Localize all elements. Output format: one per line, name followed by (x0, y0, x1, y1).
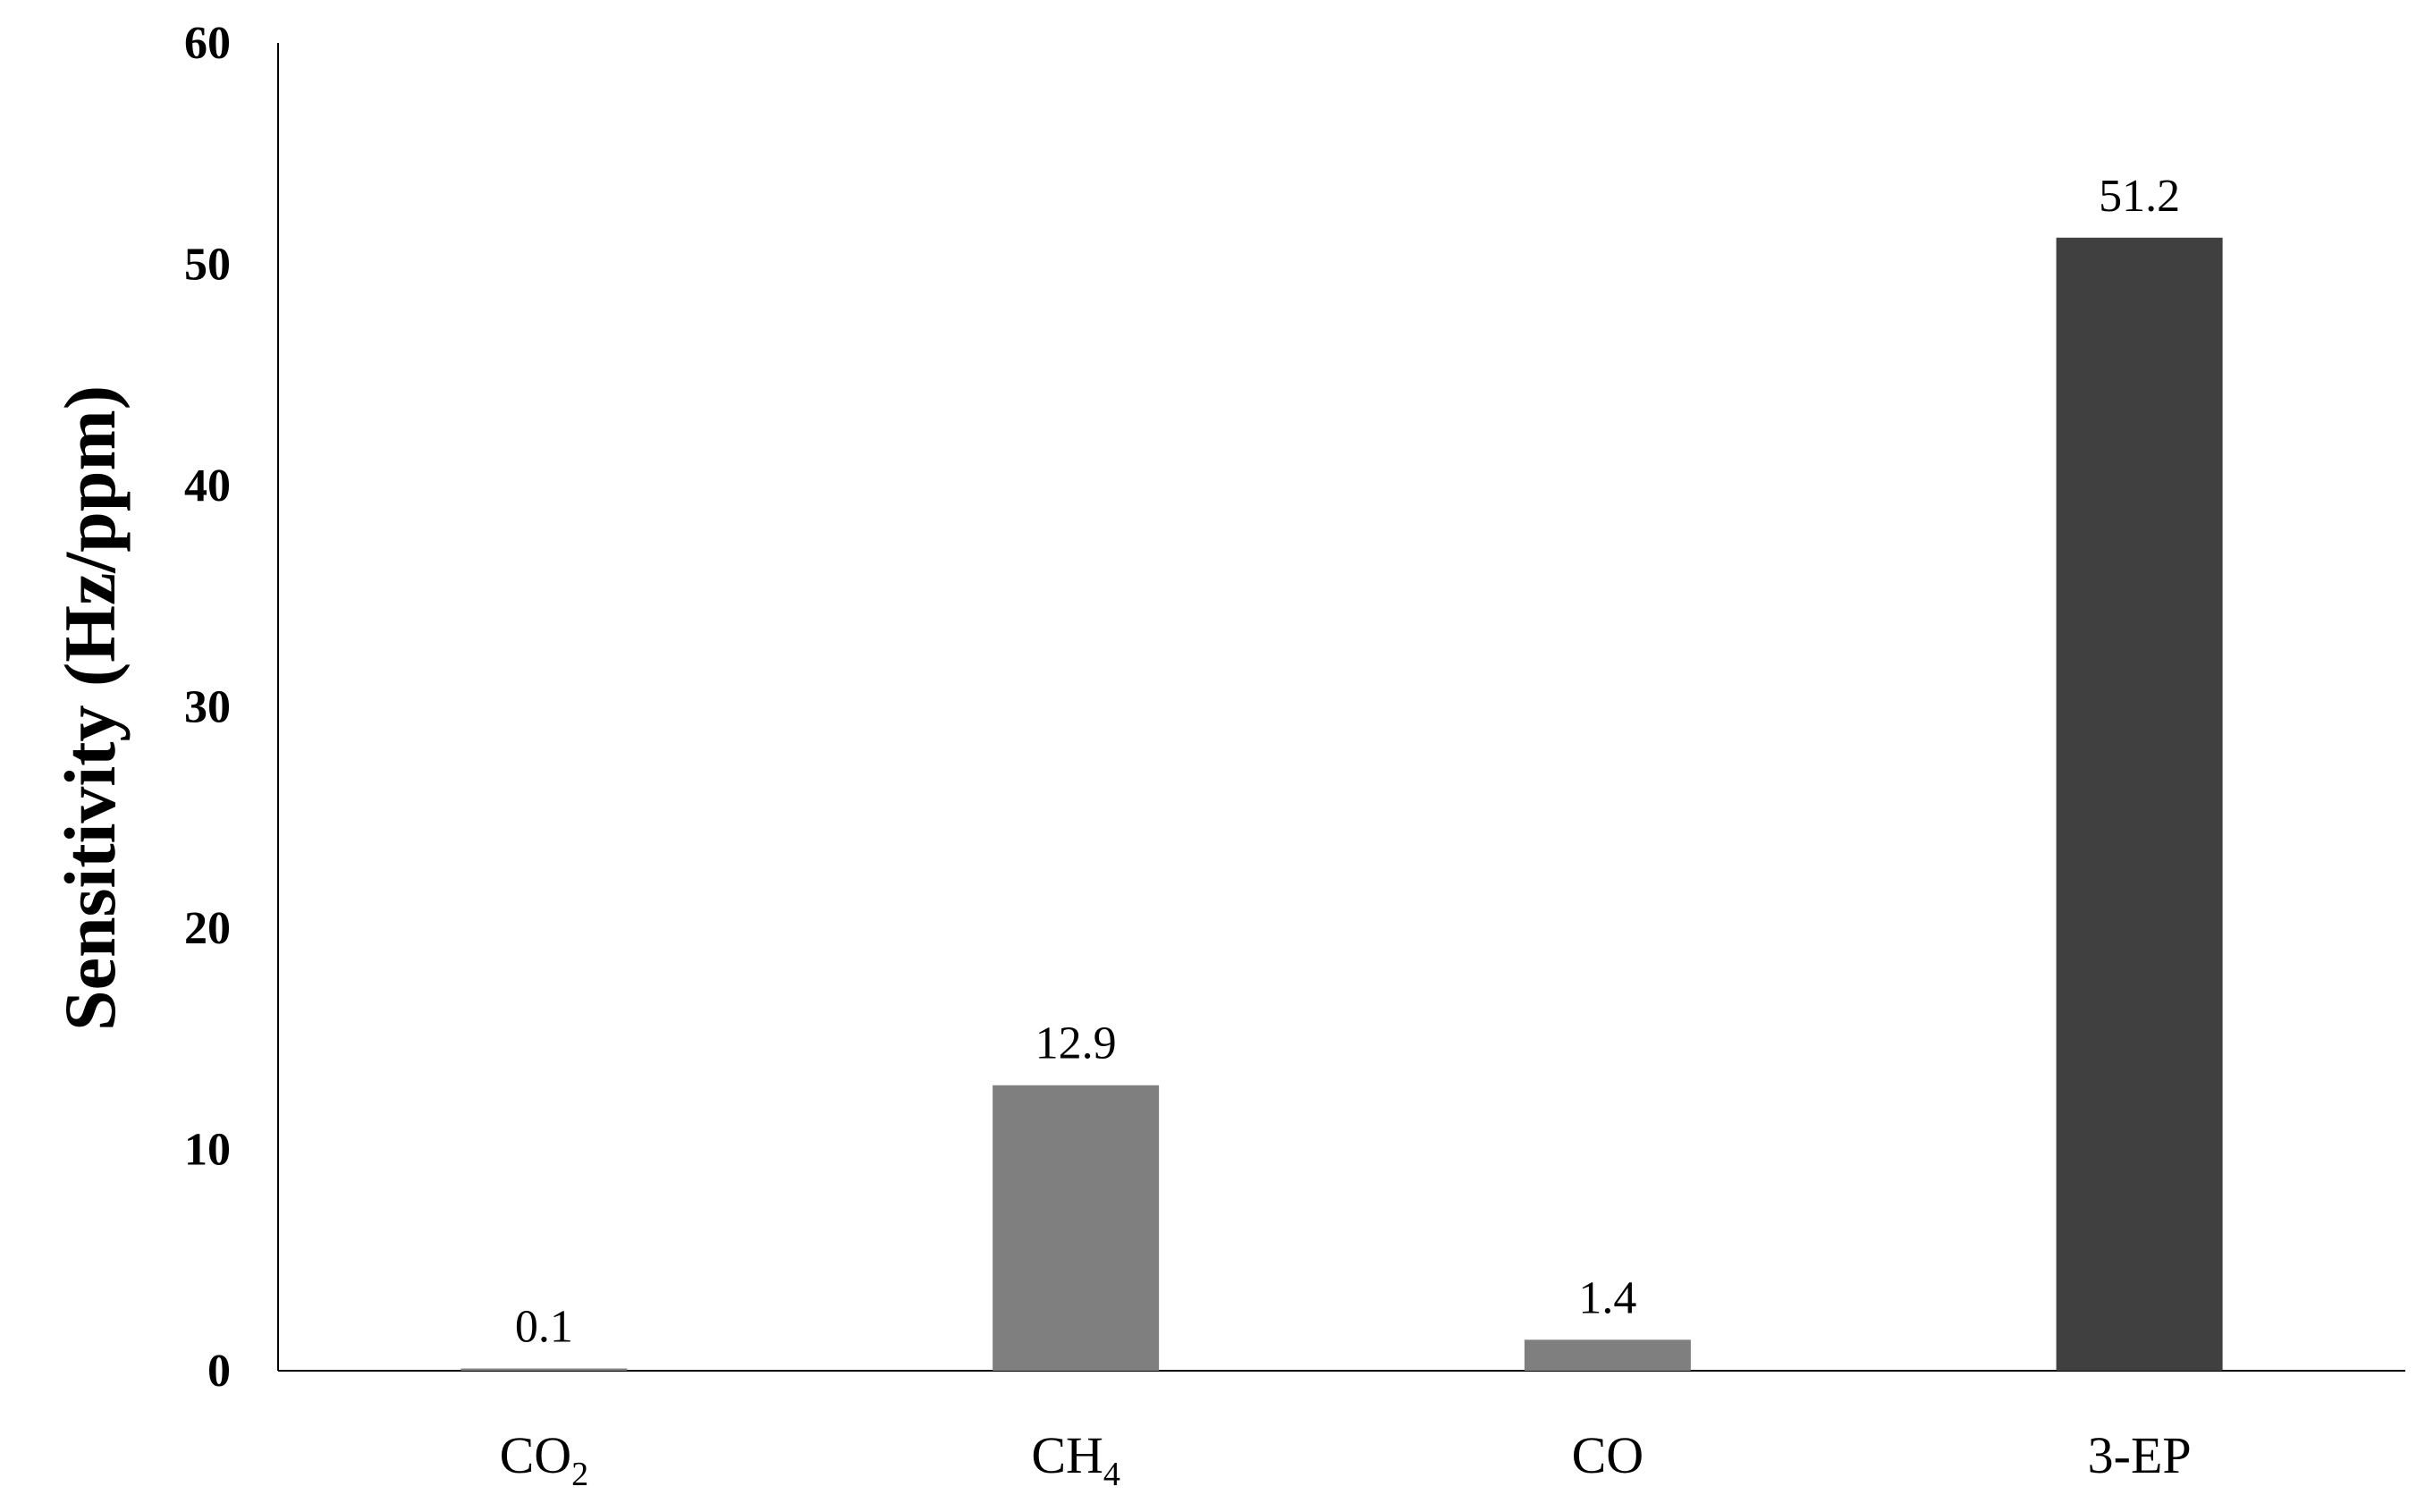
label-layer: 0.1 CO2 12.9 CH4 1.4 CO 51.2 3-EP (500, 171, 2192, 1493)
y-tick-label: 20 (184, 903, 231, 954)
x-category-label: 3-EP (2088, 1426, 2192, 1484)
bar-layer (460, 237, 2223, 1371)
bar (1524, 1339, 1691, 1371)
axis-layer: 0 10 20 30 40 50 60 (184, 18, 2405, 1397)
y-axis-title: Sensitivity (Hz/ppm) (49, 385, 131, 1031)
bar (2056, 237, 2223, 1371)
x-category-label: CH4 (1031, 1426, 1120, 1493)
y-tick-label: 60 (184, 18, 231, 69)
y-tick-label: 50 (184, 240, 231, 291)
data-label: 0.1 (515, 1302, 573, 1353)
data-label: 51.2 (2099, 171, 2180, 222)
bar (993, 1085, 1160, 1371)
bar (460, 1368, 628, 1371)
x-category-label: CO2 (500, 1426, 589, 1493)
x-category-label: CO (1572, 1426, 1644, 1484)
y-tick-label: 0 (207, 1346, 231, 1397)
y-tick-label: 40 (184, 460, 231, 511)
y-tick-label: 10 (184, 1125, 231, 1176)
y-tick-label: 30 (184, 682, 231, 733)
data-label: 12.9 (1035, 1018, 1117, 1069)
data-label: 1.4 (1578, 1272, 1636, 1323)
